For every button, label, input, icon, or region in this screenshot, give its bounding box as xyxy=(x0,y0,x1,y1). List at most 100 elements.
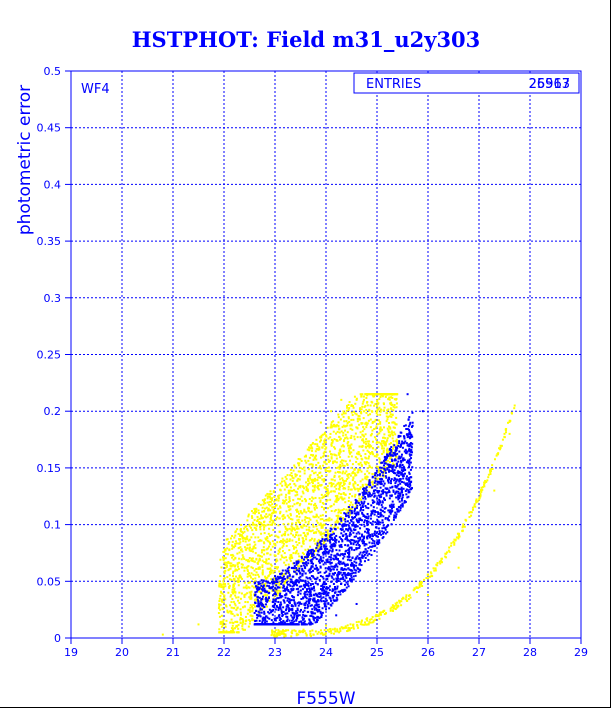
scatter-point xyxy=(309,539,312,542)
scatter-point xyxy=(350,562,353,565)
scatter-point xyxy=(379,500,382,503)
scatter-point xyxy=(421,584,424,587)
scatter-point xyxy=(384,437,387,440)
scatter-point xyxy=(338,549,341,552)
scatter-point xyxy=(299,486,302,489)
scatter-point xyxy=(401,597,404,600)
scatter-point xyxy=(292,584,295,587)
scatter-point xyxy=(293,623,296,626)
scatter-point xyxy=(374,403,377,406)
scatter-point xyxy=(310,587,313,590)
scatter-point xyxy=(262,619,265,622)
scatter-point xyxy=(318,558,321,561)
scatter-point xyxy=(387,425,390,428)
scatter-point xyxy=(331,538,334,541)
scatter-point xyxy=(345,420,348,423)
scatter-point xyxy=(306,606,309,609)
scatter-point xyxy=(348,473,351,476)
scatter-point xyxy=(405,599,408,602)
scatter-point xyxy=(251,548,254,551)
scatter-point xyxy=(342,431,345,434)
scatter-point xyxy=(258,558,261,561)
scatter-point xyxy=(332,568,335,571)
scatter-point xyxy=(343,480,346,483)
scatter-point xyxy=(309,511,312,514)
scatter-point xyxy=(395,406,398,409)
scatter-point xyxy=(406,428,409,431)
scatter-point xyxy=(326,534,329,537)
scatter-point xyxy=(252,511,255,514)
scatter-point xyxy=(388,448,391,451)
scatter-point xyxy=(306,555,309,558)
scatter-point xyxy=(351,413,354,416)
scatter-point xyxy=(332,578,335,581)
scatter-point xyxy=(238,557,241,560)
scatter-point xyxy=(268,495,271,498)
scatter-point xyxy=(353,438,356,441)
scatter-point xyxy=(392,426,395,429)
scatter-point xyxy=(268,623,271,626)
scatter-point xyxy=(293,562,296,565)
scatter-point xyxy=(284,525,287,528)
scatter-point xyxy=(221,608,224,611)
scatter-point xyxy=(249,574,252,577)
scatter-point xyxy=(487,473,490,476)
scatter-point xyxy=(367,520,370,523)
scatter-point xyxy=(377,468,380,471)
scatter-point xyxy=(367,457,370,460)
scatter-point xyxy=(335,461,338,464)
scatter-point xyxy=(312,472,315,475)
scatter-point xyxy=(355,548,358,551)
scatter-point xyxy=(283,561,286,564)
scatter-point xyxy=(244,615,247,618)
scatter-point xyxy=(408,430,411,433)
scatter-point xyxy=(255,623,258,626)
scatter-point xyxy=(313,516,316,519)
scatter-point xyxy=(337,573,340,576)
scatter-point xyxy=(308,618,311,621)
scatter-point xyxy=(237,567,240,570)
scatter-point xyxy=(253,569,256,572)
scatter-point xyxy=(327,586,330,589)
scatter-point xyxy=(369,549,372,552)
scatter-point xyxy=(301,556,304,559)
scatter-point xyxy=(370,545,373,548)
scatter-point xyxy=(276,632,279,635)
scatter-point xyxy=(293,535,296,538)
scatter-point xyxy=(315,531,318,534)
scatter-point xyxy=(313,606,316,609)
scatter-point xyxy=(385,412,388,415)
scatter-point xyxy=(302,596,305,599)
scatter-point xyxy=(391,437,394,440)
scatter-point xyxy=(334,556,337,559)
scatter-point xyxy=(359,551,362,554)
scatter-point xyxy=(261,571,264,574)
scatter-point xyxy=(314,621,317,624)
scatter-point xyxy=(231,544,234,547)
scatter-point xyxy=(358,563,361,566)
scatter-point xyxy=(388,415,391,418)
scatter-point xyxy=(242,628,245,631)
scatter-point xyxy=(336,424,339,427)
scatter-point xyxy=(379,430,382,433)
scatter-point xyxy=(445,552,448,555)
scatter-point xyxy=(301,519,304,522)
scatter-point xyxy=(309,477,312,480)
scatter-point xyxy=(272,528,275,531)
scatter-point xyxy=(361,623,364,626)
scatter-point xyxy=(322,633,325,636)
scatter-point xyxy=(294,583,297,586)
scatter-point xyxy=(263,610,266,613)
scatter-point xyxy=(408,478,411,481)
scatter-point xyxy=(234,534,237,537)
scatter-point xyxy=(328,555,331,558)
scatter-point xyxy=(397,495,400,498)
scatter-point xyxy=(328,538,331,541)
scatter-point xyxy=(388,491,391,494)
scatter-point xyxy=(277,631,280,634)
scatter-point xyxy=(290,472,293,475)
scatter-point xyxy=(273,581,276,584)
scatter-point xyxy=(331,545,334,548)
scatter-point xyxy=(319,595,322,598)
scatter-point xyxy=(266,539,269,542)
